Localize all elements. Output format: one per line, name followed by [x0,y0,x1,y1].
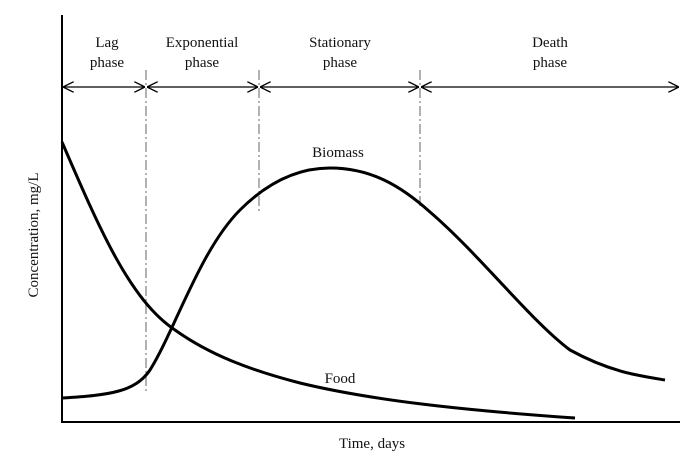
phase-label: Death [532,35,568,51]
phase-label: phase [323,55,357,71]
biomass-label: Biomass [312,145,364,161]
phase-label: phase [90,55,124,71]
biomass-curve [61,166,666,400]
food-curve [60,141,576,420]
y-axis-label: Concentration, mg/L [26,173,42,298]
phase-label: Stationary [309,35,371,51]
phase-dividers [145,70,421,392]
phase-label: phase [533,55,567,71]
phase-label: phase [185,55,219,71]
phase-label: Exponential [166,35,238,51]
phase-label: Lag [95,35,119,51]
food-label: Food [325,371,356,387]
axes [61,15,680,423]
x-axis-label: Time, days [339,436,405,452]
